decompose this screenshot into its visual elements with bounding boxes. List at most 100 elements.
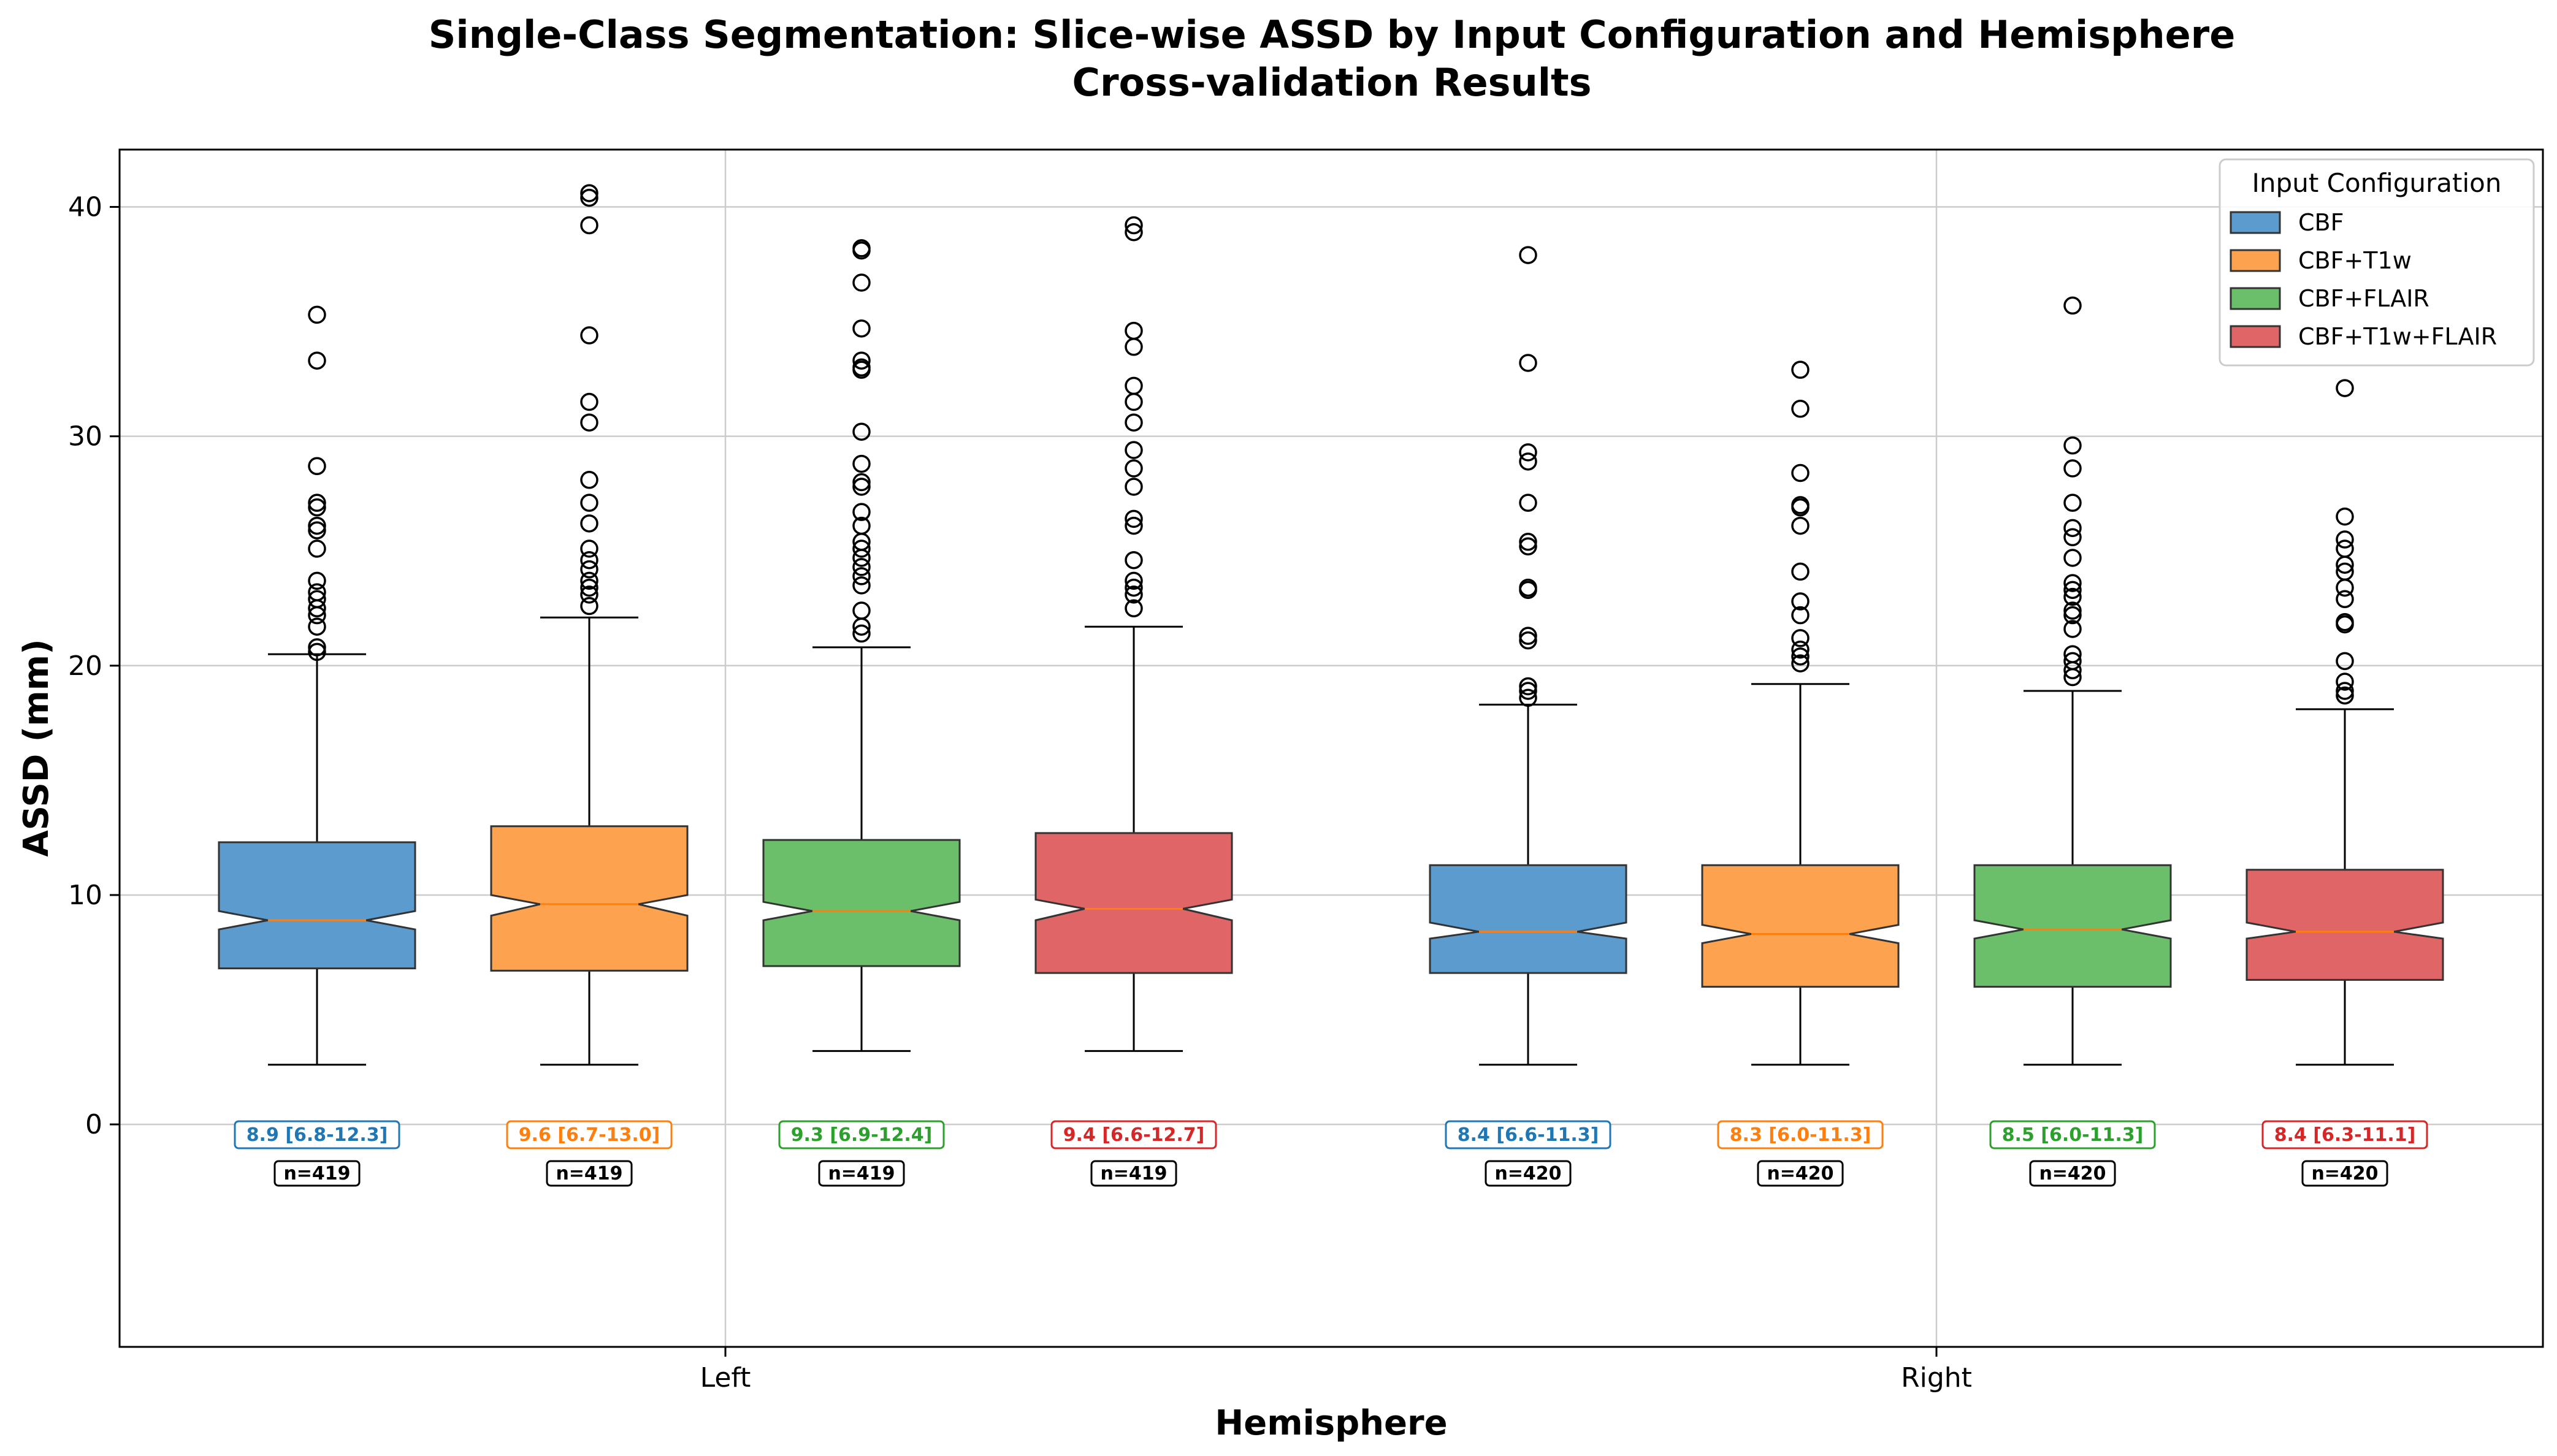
outlier-point: [2063, 620, 2082, 638]
outlier-point: [852, 454, 871, 473]
sample-count-badge: [273, 1160, 361, 1187]
box-CBF-Right: [1429, 703, 1627, 1066]
outlier-point: [1519, 682, 1537, 700]
outlier-point: [1791, 562, 1810, 581]
box-CBF+T1w+FLAIR-Left: [1034, 625, 1233, 1052]
outlier-point: [2336, 673, 2354, 691]
outlier-point: [1125, 413, 1143, 432]
outlier-point: [1791, 400, 1810, 418]
outlier-point: [308, 571, 326, 590]
box-CBF-Left: [218, 653, 416, 1066]
outlier-point: [2336, 682, 2354, 700]
annotation-CBF-Right: 8.4 [6.6-11.3] n=420: [1445, 1120, 1611, 1187]
outlier-point: [1125, 392, 1143, 411]
y-tick-label: 40: [68, 192, 102, 223]
outlier-point: [1519, 688, 1537, 707]
outlier-point: [2336, 379, 2354, 397]
plot-frame: [118, 148, 2544, 1348]
outlier-point: [2063, 528, 2082, 547]
legend-label: CBF+FLAIR: [2298, 285, 2429, 312]
outlier-point: [1125, 571, 1143, 590]
outlier-point: [580, 514, 598, 533]
outlier-point: [2063, 606, 2082, 625]
outlier-point: [1125, 216, 1143, 235]
outlier-point: [2063, 661, 2082, 680]
outlier-point: [852, 576, 871, 595]
outlier-point: [1125, 599, 1143, 618]
outlier-point: [852, 473, 871, 492]
outlier-point: [308, 351, 326, 370]
annotation-CBF+T1w+FLAIR-Left: 9.4 [6.6-12.7] n=419: [1050, 1120, 1217, 1187]
median-iqr-badge: [1989, 1120, 2156, 1149]
outlier-point: [852, 601, 871, 620]
outlier-point: [852, 503, 871, 521]
outlier-point: [308, 606, 326, 625]
sample-count-badge: [1757, 1160, 1844, 1187]
sample-count-label: n=420: [2311, 1163, 2378, 1184]
outlier-point: [580, 326, 598, 345]
outlier-point: [2336, 590, 2354, 609]
outlier-point: [308, 638, 326, 657]
outlier-point: [1125, 376, 1143, 395]
outlier-point: [308, 617, 326, 636]
outlier-point: [852, 478, 871, 496]
outlier-point: [1125, 478, 1143, 496]
outlier-point: [2336, 507, 2354, 526]
y-axis-label: ASSD (mm): [17, 639, 56, 856]
median-iqr-label: 8.4 [6.3-11.1]: [2274, 1124, 2416, 1146]
outlier-point: [2336, 686, 2354, 705]
outlier-point: [2063, 549, 2082, 567]
outlier-point: [2336, 555, 2354, 574]
outlier-point: [1791, 360, 1810, 379]
legend-entries: CBF CBF+T1w CBF+FLAIR CBF+T1w+FLAIR: [2230, 209, 2497, 350]
outlier-point: [308, 494, 326, 512]
outlier-point: [1791, 629, 1810, 647]
annotation-CBF+T1w-Right: 8.3 [6.0-11.3] n=420: [1717, 1120, 1884, 1187]
box-body: [1034, 832, 1233, 974]
outlier-point: [1519, 443, 1537, 462]
outlier-point: [1519, 246, 1537, 264]
annotation-CBF+FLAIR-Right: 8.5 [6.0-11.3] n=420: [1989, 1120, 2156, 1187]
outlier-point: [1519, 533, 1537, 551]
annotation-CBF+T1w+FLAIR-Right: 8.4 [6.3-11.1] n=420: [2261, 1120, 2428, 1187]
outlier-point: [1519, 452, 1537, 471]
sample-count-badge: [818, 1160, 905, 1187]
outlier-point: [580, 188, 598, 207]
outlier-point: [1791, 647, 1810, 666]
x-axis-ticks: Left Right: [700, 1347, 1972, 1393]
box-CBF+FLAIR-Right: [1973, 690, 2172, 1066]
chart-title: Single-Class Segmentation: Slice-wise AS…: [429, 12, 2236, 57]
outlier-point: [308, 521, 326, 539]
box-body: [1973, 864, 2172, 988]
legend-frame: [2219, 158, 2535, 367]
outlier-point: [1791, 654, 1810, 673]
legend-label: CBF: [2298, 209, 2344, 236]
outlier-point: [580, 551, 598, 570]
outlier-point: [580, 471, 598, 489]
outlier-point: [580, 392, 598, 411]
outlier-point: [1519, 631, 1537, 650]
outlier-point: [2063, 436, 2082, 455]
median-iqr-label: 8.4 [6.6-11.3]: [1458, 1124, 1599, 1146]
annotation-CBF+T1w-Left: 9.6 [6.7-13.0] n=419: [506, 1120, 673, 1187]
outlier-point: [580, 413, 598, 432]
outlier-point: [1125, 459, 1143, 478]
outlier-point: [308, 457, 326, 476]
box-body: [218, 841, 416, 970]
outlier-point: [1519, 677, 1537, 696]
outlier-point: [580, 184, 598, 202]
sample-count-badge: [2301, 1160, 2388, 1187]
outlier-point: [580, 560, 598, 579]
legend-label: CBF+T1w+FLAIR: [2298, 323, 2497, 350]
outlier-point: [308, 305, 326, 324]
median-iqr-badge: [506, 1120, 673, 1149]
outlier-point: [308, 539, 326, 558]
legend-entry-CBF+T1w+FLAIR: CBF+T1w+FLAIR: [2230, 323, 2497, 350]
y-axis-ticks: 0 10 20 30 40: [68, 192, 120, 1140]
outlier-point: [2063, 519, 2082, 538]
outlier-point: [1125, 578, 1143, 597]
outlier-point: [580, 578, 598, 597]
box-body: [762, 839, 961, 967]
legend-label: CBF+T1w: [2298, 247, 2412, 274]
outlier-point: [1519, 494, 1537, 512]
